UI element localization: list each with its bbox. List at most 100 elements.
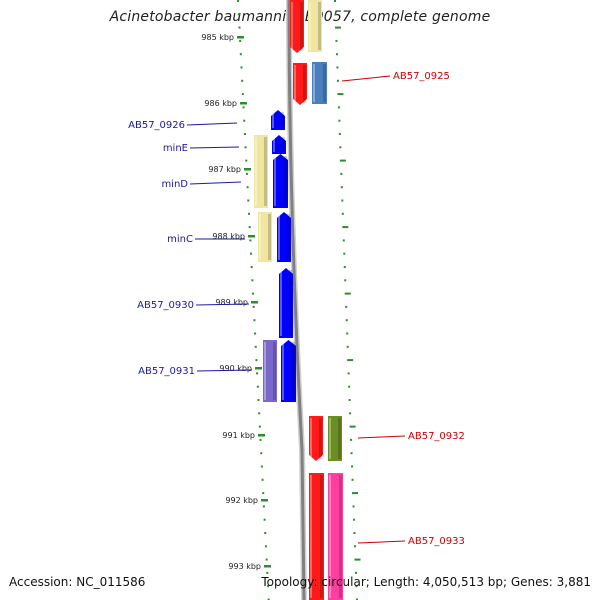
ruler-minor-tick bbox=[266, 585, 269, 588]
svg-text:AB57_0925: AB57_0925 bbox=[393, 71, 450, 82]
ruler-minor-tick bbox=[345, 319, 348, 322]
ruler-minor-tick bbox=[262, 505, 265, 508]
ruler-minor-tick bbox=[254, 345, 257, 348]
ruler-minor-tick bbox=[244, 146, 247, 149]
cds-block-right bbox=[309, 416, 323, 461]
ruler-major-tick bbox=[248, 235, 255, 238]
gene-label-left[interactable]: minE bbox=[163, 143, 240, 154]
ruler-minor-tick bbox=[264, 545, 267, 548]
ruler-minor-tick bbox=[334, 0, 336, 2]
ruler-tick-label: 989 kbp bbox=[215, 298, 248, 307]
gene-label-right[interactable]: AB57_0933 bbox=[357, 536, 465, 547]
ruler-minor-tick bbox=[239, 39, 242, 42]
ruler-minor-tick bbox=[255, 359, 258, 362]
ruler-major-tick bbox=[240, 102, 247, 105]
ruler-minor-tick bbox=[247, 212, 250, 215]
ruler-minor-tick bbox=[263, 518, 266, 521]
ruler-minor-tick bbox=[242, 106, 245, 109]
gene-block-left bbox=[263, 340, 277, 402]
ruler-minor-tick bbox=[266, 571, 269, 574]
svg-text:AB57_0930: AB57_0930 bbox=[137, 300, 194, 311]
ruler-minor-tick bbox=[345, 305, 348, 308]
ruler-minor-tick bbox=[334, 13, 337, 16]
ruler-minor-tick bbox=[254, 332, 257, 335]
ruler-minor-tick bbox=[237, 0, 240, 2]
ruler-minor-tick bbox=[238, 26, 241, 29]
gene-label-left[interactable]: AB57_0926 bbox=[128, 120, 238, 131]
ruler-minor-tick bbox=[239, 53, 242, 56]
gene-block-right bbox=[308, 0, 322, 52]
ruler-minor-tick bbox=[258, 425, 261, 428]
ruler-minor-tick bbox=[257, 399, 260, 401]
ruler-minor-tick bbox=[262, 492, 265, 495]
ruler-major-tick bbox=[349, 425, 356, 428]
ruler-minor-tick bbox=[248, 226, 251, 229]
ruler-minor-tick bbox=[351, 478, 354, 481]
ruler-major-tick bbox=[237, 36, 244, 39]
gene-label-left[interactable]: minD bbox=[161, 179, 242, 190]
cds-block-left bbox=[279, 268, 293, 338]
ruler-minor-tick bbox=[335, 39, 338, 42]
ruler-major-tick bbox=[352, 492, 359, 495]
genome-backbone bbox=[287, 0, 306, 600]
ruler-major-tick bbox=[344, 292, 351, 295]
gene-label-left[interactable]: AB57_0930 bbox=[137, 300, 250, 311]
ruler-minor-tick bbox=[336, 79, 339, 82]
ruler-minor-tick bbox=[342, 239, 345, 242]
ruler-major-tick bbox=[342, 226, 349, 229]
ruler-tick-label: 992 kbp bbox=[225, 496, 258, 505]
ruler-major-tick bbox=[264, 565, 271, 568]
ruler-minor-tick bbox=[237, 13, 240, 16]
gene-block-right bbox=[312, 62, 327, 104]
ruler-minor-tick bbox=[251, 279, 254, 282]
ruler-minor-tick bbox=[340, 186, 343, 189]
ruler-minor-tick bbox=[243, 119, 246, 122]
ruler-major-tick bbox=[354, 558, 361, 561]
cds-block-right bbox=[290, 0, 304, 53]
ruler-minor-tick bbox=[265, 558, 268, 561]
ruler-minor-tick bbox=[344, 279, 347, 282]
ruler-minor-tick bbox=[346, 332, 349, 335]
ruler-ticks: 985 kbp 986 kbp 987 kbp 988 kbp 989 kbp 990 k… bbox=[201, 0, 361, 600]
ruler-tick-label: 987 kbp bbox=[208, 165, 241, 174]
ruler-minor-tick bbox=[241, 79, 244, 82]
ruler-minor-tick bbox=[341, 212, 344, 215]
ruler-minor-tick bbox=[256, 385, 259, 388]
cds-block-left bbox=[277, 212, 291, 262]
topology-summary: Topology: circular; Length: 4,050,513 bp… bbox=[261, 575, 591, 589]
ruler-minor-tick bbox=[247, 199, 250, 202]
ruler-minor-tick bbox=[347, 372, 350, 375]
gene-label-left[interactable]: AB57_0931 bbox=[138, 366, 253, 377]
ruler-major-tick bbox=[244, 168, 251, 171]
gene-label-right[interactable]: AB57_0925 bbox=[341, 71, 450, 82]
ruler-minor-tick bbox=[353, 532, 356, 534]
ruler-minor-tick bbox=[264, 532, 267, 534]
accession-text: Accession: NC_011586 bbox=[9, 575, 146, 589]
svg-text:AB57_0933: AB57_0933 bbox=[408, 536, 465, 547]
cds-block-right bbox=[293, 63, 307, 105]
ruler-minor-tick bbox=[240, 66, 243, 69]
ruler-minor-tick bbox=[245, 159, 248, 162]
ruler-major-tick bbox=[251, 301, 258, 304]
ruler-minor-tick bbox=[352, 505, 355, 508]
svg-text:minD: minD bbox=[161, 179, 188, 190]
gene-label-right[interactable]: AB57_0932 bbox=[357, 431, 465, 442]
ruler-minor-tick bbox=[267, 598, 270, 600]
svg-text:minC: minC bbox=[167, 234, 193, 245]
ruler-minor-tick bbox=[252, 292, 255, 295]
ruler-minor-tick bbox=[261, 478, 264, 481]
ruler-major-tick bbox=[339, 159, 346, 162]
ruler-minor-tick bbox=[256, 372, 259, 375]
ruler-minor-tick bbox=[259, 438, 262, 441]
ruler-tick-label: 986 kbp bbox=[204, 99, 237, 108]
cds-block-left bbox=[281, 340, 296, 402]
ruler-minor-tick bbox=[343, 252, 346, 255]
ruler-tick-label: 985 kbp bbox=[201, 33, 234, 42]
ruler-minor-tick bbox=[252, 305, 255, 308]
ruler-minor-tick bbox=[335, 53, 338, 56]
svg-text:AB57_0926: AB57_0926 bbox=[128, 120, 185, 131]
gene-label-left[interactable]: minC bbox=[167, 234, 245, 245]
cds-block-left bbox=[272, 135, 286, 154]
ruler-minor-tick bbox=[250, 252, 253, 255]
